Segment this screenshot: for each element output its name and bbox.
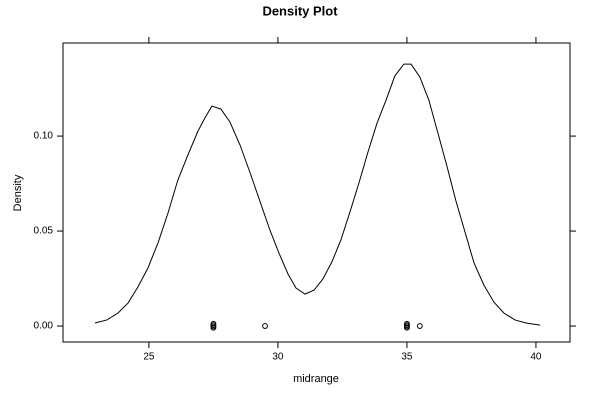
density-curve	[94, 63, 541, 326]
x-tick-label: 30	[272, 352, 284, 363]
rug-point	[404, 324, 410, 331]
x-tick-label: 25	[143, 352, 155, 363]
y-tick-label: 0.05	[34, 226, 54, 237]
rug-point	[210, 324, 217, 331]
y-tick-label: 0.00	[34, 321, 54, 332]
rug-point	[262, 323, 268, 329]
x-tick-label: 40	[530, 352, 542, 363]
x-tick-label: 35	[401, 352, 413, 363]
plot-frame	[62, 42, 571, 343]
rug-point	[416, 323, 423, 329]
y-axis-label: Density	[12, 174, 24, 211]
y-tick-label: 0.10	[34, 131, 54, 142]
chart-title: Density Plot	[262, 3, 338, 18]
x-axis-label: midrange	[293, 373, 339, 385]
